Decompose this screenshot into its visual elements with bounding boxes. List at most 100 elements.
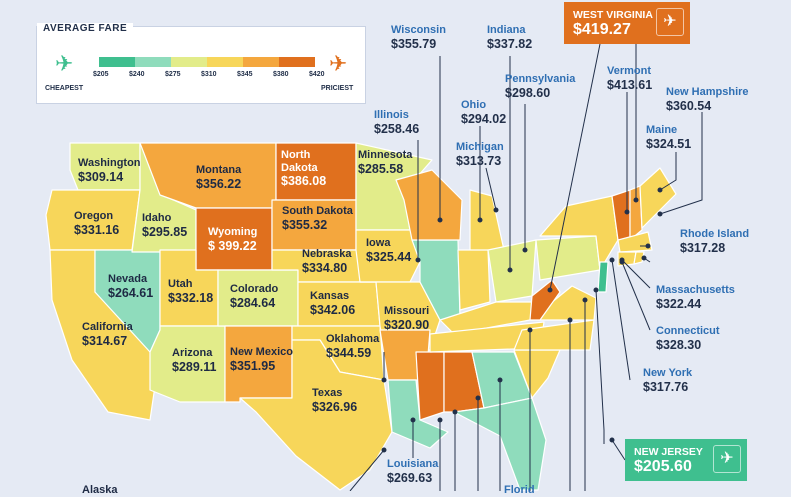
legend-swatch xyxy=(171,57,207,67)
legend-tick: $380 xyxy=(273,71,289,78)
state-fare: $317.28 xyxy=(680,240,726,255)
state-name: Missouri xyxy=(384,305,430,317)
leader-dot xyxy=(381,377,387,383)
leader-dot xyxy=(452,409,458,415)
state-label-montana: Montana $356.22 xyxy=(196,164,241,191)
state-fare: $355.79 xyxy=(391,36,437,51)
leader-dot xyxy=(657,187,663,193)
legend-tick: $205 xyxy=(93,71,109,78)
state-label-arizona: Arizona $289.11 xyxy=(172,347,217,374)
leader-dot xyxy=(609,437,615,443)
state-label-washington: Washington $309.14 xyxy=(78,157,141,184)
leader-dot xyxy=(437,217,443,223)
leader-dot xyxy=(507,267,513,273)
leader-dot xyxy=(645,243,651,249)
state-label-michigan: Michigan $313.73 xyxy=(456,141,504,168)
state-fare: $313.73 xyxy=(456,153,502,168)
plane-icon: ✈ xyxy=(656,8,684,36)
state-label-missouri: Missouri $320.90 xyxy=(384,305,429,332)
state-label-texas: Texas $326.96 xyxy=(312,387,357,414)
leader-dot xyxy=(477,217,483,223)
callout-state-name: NEW JERSEY xyxy=(634,446,703,458)
state-massachusetts xyxy=(617,231,653,253)
state-fare: $322.44 xyxy=(656,296,702,311)
state-name: Nebraska xyxy=(302,248,352,260)
legend-cheapest-label: CHEAPEST xyxy=(45,85,84,92)
state-label-idaho: Idaho $295.85 xyxy=(142,212,187,239)
leader-dot xyxy=(493,207,499,213)
state-label-california: California $314.67 xyxy=(82,321,133,348)
legend-title: AVERAGE FARE xyxy=(37,23,134,34)
legend-tick: $240 xyxy=(129,71,145,78)
leader-dot xyxy=(609,257,615,263)
leader-dot xyxy=(657,211,663,217)
callout-new-jersey: NEW JERSEY $205.60 ✈ xyxy=(625,439,747,481)
state-name: Iowa xyxy=(366,237,391,249)
state-rhode-island xyxy=(633,251,645,265)
legend-swatch xyxy=(135,57,171,67)
state-label-utah: Utah $332.18 xyxy=(168,278,213,305)
leader-line xyxy=(349,449,385,491)
state-fare: $337.82 xyxy=(487,36,533,51)
state-label-maine: Maine $324.51 xyxy=(646,124,691,151)
partial-label-alaska: Alaska xyxy=(82,484,118,496)
legend-tick: $275 xyxy=(165,71,181,78)
state-name: Massachusetts xyxy=(656,284,735,296)
state-label-massachusetts: Massachusetts $322.44 xyxy=(656,284,735,311)
partial-label-florida: Florid xyxy=(504,484,535,496)
leader-line xyxy=(611,439,626,461)
leader-dot xyxy=(593,287,599,293)
leader-dot xyxy=(567,317,573,323)
state-label-vermont: Vermont $413.61 xyxy=(607,65,652,92)
callout-fare-value: $205.60 xyxy=(634,458,692,475)
state-fare: $ 399.22 xyxy=(208,238,257,253)
state-texas xyxy=(239,339,393,491)
state-fare: $285.58 xyxy=(358,161,404,176)
leader-line xyxy=(621,259,651,289)
leader-dot xyxy=(437,417,443,423)
state-label-iowa: Iowa $325.44 xyxy=(366,237,411,264)
state-name: Ohio xyxy=(461,99,487,111)
state-fare: $294.02 xyxy=(461,111,507,126)
state-name: Vermont xyxy=(607,65,652,77)
state-name: Colorado xyxy=(230,283,279,295)
leader-line xyxy=(549,43,601,291)
state-label-nevada: Nevada $264.61 xyxy=(108,273,153,300)
state-label-rhode-island: Rhode Island $317.28 xyxy=(680,228,749,255)
leader-dot xyxy=(381,447,387,453)
leader-dot xyxy=(641,255,647,261)
state-label-new-mexico: New Mexico $351.95 xyxy=(230,346,293,373)
state-fare: $326.96 xyxy=(312,399,358,414)
state-name: Idaho xyxy=(142,212,172,224)
fare-legend: AVERAGE FARE ✈ $205 $240 $275 $310 $345 $380 $… xyxy=(36,23,366,104)
leader-line xyxy=(611,259,631,381)
state-name: Louisiana xyxy=(387,458,439,470)
legend-tick: $420 xyxy=(309,71,325,78)
state-name: Kansas xyxy=(310,290,350,302)
state-label-ohio: Ohio $294.02 xyxy=(461,99,506,126)
state-name: Connecticut xyxy=(656,325,720,337)
state-name: Wyoming xyxy=(208,226,258,238)
state-label-south-dakota: South Dakota $355.32 xyxy=(282,205,353,232)
leader-line xyxy=(485,167,497,211)
state-fare: $284.64 xyxy=(230,295,276,310)
state-fare: $413.61 xyxy=(607,77,653,92)
state-name: Minnesota xyxy=(358,149,413,161)
state-fare: $360.54 xyxy=(666,98,712,113)
leader-dot xyxy=(633,197,639,203)
leader-dot xyxy=(522,247,528,253)
state-label-new-hampshire: New Hampshire $360.54 xyxy=(666,86,749,113)
state-florida xyxy=(453,397,547,491)
state-label-louisiana: Louisiana $269.63 xyxy=(387,458,438,485)
state-louisiana xyxy=(387,379,449,449)
legend-tick: $345 xyxy=(237,71,253,78)
state-label-oregon: Oregon $331.16 xyxy=(74,210,119,237)
state-fare: $334.80 xyxy=(302,260,348,275)
state-new-jersey xyxy=(597,261,609,293)
state-fare: $317.76 xyxy=(643,379,689,394)
legend-tick: $310 xyxy=(201,71,217,78)
legend-swatch xyxy=(99,57,135,67)
state-name: Nevada xyxy=(108,273,148,285)
state-mississippi xyxy=(415,351,445,421)
